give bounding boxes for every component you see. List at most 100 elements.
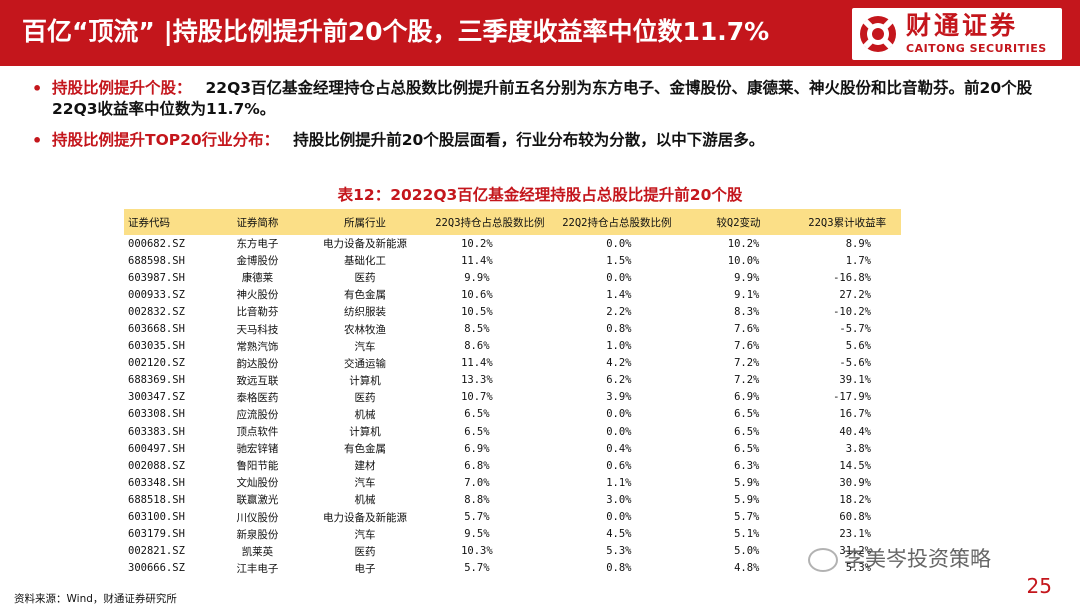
table-cell: 10.6% [461,288,493,301]
table-cell: 300666.SZ [128,562,185,575]
bullet-text: 22Q3百亿基金经理持仓占总股数比例提升前五名分别为东方电子、金博股份、康德莱、… [52,79,1033,118]
table-cell: 康德莱 [241,272,274,285]
table-row: 603035.SH 常熟汽饰 汽车 8.6% 1.0% 7.6% 5.6% [124,338,901,355]
table-cell: 0.0% [606,271,632,284]
table-cell: 603100.SH [128,511,185,524]
table-cell: -5.7% [839,323,871,336]
table-cell: 机械 [354,494,376,507]
table-cell: 纺织服装 [344,306,387,319]
table-cell: 建材 [354,460,376,473]
table-cell: 4.8% [734,562,760,575]
table-cell: 7.6% [734,323,760,336]
table-cell: 002821.SZ [128,545,185,558]
table-cell: 688369.SH [128,374,185,387]
table-cell: 4.2% [606,357,632,370]
page-number: 25 [1026,574,1052,598]
table-cell: 13.3% [461,374,493,387]
table-cell: -16.8% [833,271,871,284]
bullet-lead: 持股比例提升TOP20行业分布： [52,131,280,149]
table-cell: 顶点软件 [236,426,279,439]
table-cell: -10.2% [833,305,871,318]
table-cell: 联赢激光 [236,494,279,507]
table-cell: 10.7% [461,391,493,404]
table-cell: 6.5% [734,408,760,421]
table-cell: 医药 [354,545,376,558]
table-cell: 6.9% [734,391,760,404]
column-header: 较Q2变动 [716,216,761,229]
table-cell: 7.0% [464,476,490,489]
table-cell: 电力设备及新能源 [323,511,408,524]
table-cell: 5.3% [845,562,871,575]
table-cell: 3.8% [845,442,871,455]
table-cell: 7.2% [734,374,760,387]
table-cell: 凯莱英 [241,545,274,558]
table-cell: 农林牧渔 [344,323,387,336]
table-cell: 0.8% [606,562,632,575]
logo-english-name: CAITONG SECURITIES [906,42,1047,55]
table-cell: 6.5% [464,425,490,438]
table-cell: 6.9% [464,442,490,455]
column-header: 证券简称 [236,216,279,229]
table-row: 000682.SZ 东方电子 电力设备及新能源 10.2% 0.0% 10.2% 8.9% [124,235,901,252]
table-cell: 0.0% [606,511,632,524]
bullet-text: 持股比例提升前20个股层面看，行业分布较为分散，以中下游居多。 [293,131,765,149]
table-row: 603987.SH 康德莱 医药 9.9% 0.0% 9.9% -16.8% [124,269,901,286]
table-cell: 川仪股份 [236,511,279,524]
table-cell: 5.0% [734,545,760,558]
table-cell: 10.5% [461,305,493,318]
bullet-item: • 持股比例提升TOP20行业分布： 持股比例提升前20个股层面看，行业分布较为分… [30,130,1050,151]
table-cell: 603383.SH [128,425,185,438]
table-row: 002821.SZ 凯莱英 医药 10.3% 5.3% 5.0% 31.2% [124,543,901,560]
table-row: 688518.SH 联赢激光 机械 8.8% 3.0% 5.9% 18.2% [124,491,901,508]
table-cell: 40.4% [839,425,871,438]
wechat-icon [808,548,838,572]
table-cell: 8.5% [464,323,490,336]
table-header-row: 证券代码 证券简称 所属行业 22Q3持仓占总股数比例 22Q2持仓占总股数比例 较Q2变… [124,209,901,235]
table-cell: 603348.SH [128,476,185,489]
table-cell: 汽车 [354,340,376,353]
table-cell: 11.4% [461,254,493,267]
table-cell: 0.4% [606,442,632,455]
column-header: 22Q3持仓占总股数比例 [435,216,545,229]
table-cell: 5.7% [464,562,490,575]
table-cell: 江丰电子 [236,562,279,575]
table-cell: 688598.SH [128,254,185,267]
bullet-dot-icon: • [32,131,43,150]
table-cell: 韵达股份 [236,357,279,370]
table-cell: 27.2% [839,288,871,301]
table-cell: 7.2% [734,357,760,370]
table-cell: 6.5% [734,425,760,438]
table-cell: 1.0% [606,340,632,353]
watermark: 李美岑投资策略 [808,546,991,572]
table-title: 表12：2022Q3百亿基金经理持股占总股比提升前20个股 [337,186,743,204]
table-row: 002120.SZ 韵达股份 交通运输 11.4% 4.2% 7.2% -5.6% [124,355,901,372]
table-cell: -17.9% [833,391,871,404]
table-cell: 1.1% [606,476,632,489]
table-cell: 603179.SH [128,528,185,541]
table-row: 002088.SZ 鲁阳节能 建材 6.8% 0.6% 6.3% 14.5% [124,457,901,474]
table-cell: 002120.SZ [128,357,185,370]
table-cell: 医药 [354,272,376,285]
table-cell: 5.7% [734,511,760,524]
table-cell: 机械 [354,408,376,421]
bullet-list: • 持股比例提升个股： 22Q3百亿基金经理持仓占总股数比例提升前五名分别为东方电… [30,78,1050,161]
table-cell: 5.6% [845,340,871,353]
table-row: 300666.SZ 江丰电子 电子 5.7% 0.8% 4.8% 5.3% [124,560,901,577]
table-row: 600497.SH 驰宏锌锗 有色金属 6.9% 0.4% 6.5% 3.8% [124,440,901,457]
column-header: 所属行业 [344,216,387,229]
table-cell: 电子 [354,562,376,575]
table-cell: 10.2% [461,237,493,250]
table-cell: 0.0% [606,408,632,421]
table-cell: 603987.SH [128,271,185,284]
table-cell: 23.1% [839,528,871,541]
table-row: 603383.SH 顶点软件 计算机 6.5% 0.0% 6.5% 40.4% [124,423,901,440]
table-row: 603668.SH 天马科技 农林牧渔 8.5% 0.8% 7.6% -5.7% [124,320,901,337]
table-cell: 常熟汽饰 [236,340,279,353]
page-title: 百亿“顶流” |持股比例提升前20个股，三季度收益率中位数11.7% [22,17,770,46]
table-cell: 603035.SH [128,340,185,353]
column-header: 22Q2持仓占总股数比例 [562,216,672,229]
table-cell: 致远互联 [236,374,279,387]
holdings-table: 证券代码 证券简称 所属行业 22Q3持仓占总股数比例 22Q2持仓占总股数比例 较Q2变… [124,209,901,577]
table-cell: 金博股份 [236,255,279,268]
table-cell: 8.3% [734,305,760,318]
